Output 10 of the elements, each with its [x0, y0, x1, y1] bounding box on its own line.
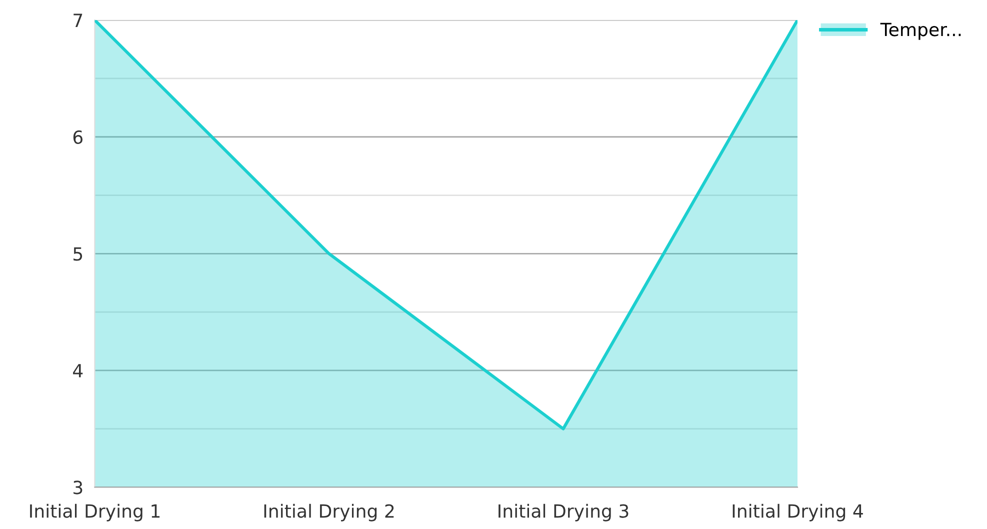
y-tick-label: 6 [73, 130, 83, 144]
legend-label: Temper... [880, 22, 961, 40]
x-tick-label: Initial Drying 3 [498, 504, 628, 522]
y-tick-label: 3 [74, 480, 82, 494]
x-tick-label: Initial Drying 2 [264, 504, 394, 522]
y-tick-label: 7 [74, 14, 82, 27]
y-tick-label: 5 [74, 247, 82, 261]
x-tick-label: Initial Drying 1 [30, 504, 160, 522]
x-tick-label: Initial Drying 4 [732, 504, 863, 522]
y-tick-label: 4 [73, 364, 83, 378]
